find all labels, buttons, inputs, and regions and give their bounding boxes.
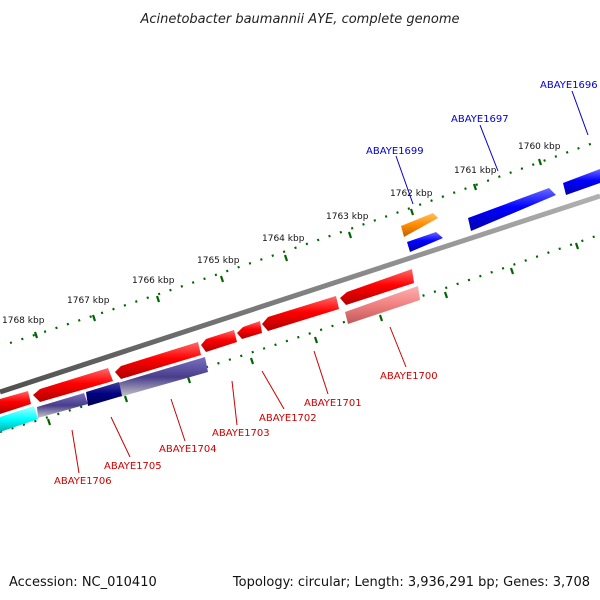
gene-label[interactable]: ABAYE1696	[540, 80, 598, 91]
gene-arrow-reverse[interactable]	[340, 269, 414, 305]
major-tick	[219, 275, 225, 283]
major-tick	[472, 183, 478, 191]
major-tick	[509, 267, 515, 275]
ruler-label: 1763 kbp	[326, 212, 369, 222]
gene-arrow-forward[interactable]	[468, 188, 556, 231]
major-tick	[313, 336, 319, 344]
leader-line	[313, 350, 329, 395]
gene-label[interactable]: ABAYE1701	[304, 398, 362, 409]
gene-label[interactable]: ABAYE1706	[54, 476, 112, 487]
leader-line	[110, 416, 131, 458]
gene-label[interactable]: ABAYE1699	[366, 146, 424, 157]
major-tick	[283, 254, 289, 262]
major-tick	[378, 314, 384, 322]
ruler-label: 1766 kbp	[132, 276, 175, 286]
major-tick	[123, 395, 129, 403]
genome-info-text: Topology: circular; Length: 3,936,291 bp…	[232, 575, 590, 590]
gene-arrow-reverse[interactable]	[115, 342, 201, 379]
major-tick	[574, 242, 580, 250]
major-tick	[91, 314, 97, 322]
gene-labels: ABAYE1696 ABAYE1697 ABAYE1699 ABAYE1700 …	[54, 80, 598, 487]
major-tick	[186, 376, 192, 384]
gene-label[interactable]: ABAYE1703	[212, 428, 270, 439]
leader-line	[170, 398, 186, 442]
gene-arrow-navy[interactable]	[86, 382, 122, 406]
map-title: Acinetobacter baumannii AYE, complete ge…	[139, 12, 459, 27]
ruler-label: 1760 kbp	[518, 142, 561, 152]
gene-arrow-reverse[interactable]	[262, 296, 339, 331]
leader-line	[389, 326, 407, 368]
leader-line	[71, 429, 80, 474]
gene-arrow-forward[interactable]	[563, 169, 600, 195]
gene-label[interactable]: ABAYE1704	[159, 444, 217, 455]
ruler-label: 1764 kbp	[262, 234, 305, 244]
major-tick	[249, 357, 255, 365]
major-tick	[537, 158, 543, 166]
accession-text: Accession: NC_010410	[9, 575, 157, 590]
gene-label[interactable]: ABAYE1705	[104, 461, 162, 472]
forward-genes	[401, 169, 600, 252]
label-leaders	[71, 90, 589, 474]
ruler-label: 1761 kbp	[454, 166, 497, 176]
leader-line	[395, 155, 414, 205]
gene-arrow-reverse[interactable]	[33, 368, 113, 402]
ruler-label: 1762 kbp	[390, 189, 433, 199]
major-tick	[33, 331, 39, 339]
gene-arrow-cyan[interactable]	[0, 406, 38, 432]
gene-arrow-reverse-light[interactable]	[345, 286, 420, 324]
major-tick	[46, 418, 52, 426]
ruler-labels: 1760 kbp 1761 kbp 1762 kbp 1763 kbp 1764…	[2, 142, 561, 326]
gene-arrow-other[interactable]	[401, 213, 438, 237]
ruler-label: 1767 kbp	[67, 296, 110, 306]
leader-line	[479, 124, 499, 172]
major-tick	[155, 295, 161, 303]
gene-label[interactable]: ABAYE1697	[451, 114, 509, 125]
genome-backbone	[0, 193, 600, 395]
gene-arrow-reverse[interactable]	[237, 321, 262, 339]
gene-arrow-slate[interactable]	[37, 393, 88, 418]
ruler-label: 1765 kbp	[197, 256, 240, 266]
major-tick	[443, 291, 449, 299]
major-tick	[409, 208, 415, 216]
outer-tick-ring	[9, 140, 597, 345]
gene-arrow-reverse[interactable]	[0, 391, 31, 414]
reverse-genes	[0, 269, 420, 432]
inner-tick-ring	[0, 234, 597, 434]
gene-arrow-slate[interactable]	[118, 357, 208, 397]
gene-arrow-forward[interactable]	[407, 232, 443, 252]
leader-line	[231, 380, 238, 426]
leader-line	[261, 370, 285, 410]
gene-label[interactable]: ABAYE1702	[259, 413, 317, 424]
ruler-label: 1768 kbp	[2, 316, 45, 326]
gene-arrow-reverse[interactable]	[201, 330, 237, 352]
gene-label[interactable]: ABAYE1700	[380, 371, 438, 382]
major-tick	[347, 231, 353, 239]
leader-line	[571, 90, 589, 136]
